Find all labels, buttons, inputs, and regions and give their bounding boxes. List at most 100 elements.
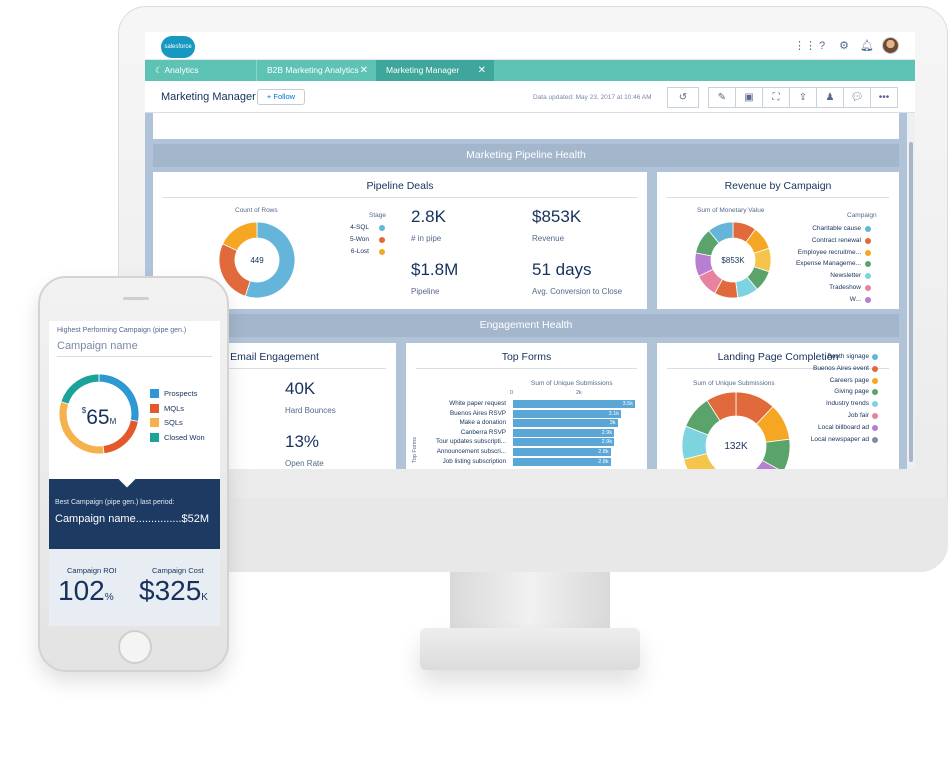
comment-button[interactable]: 💬︎ xyxy=(843,87,871,108)
legend-item[interactable]: Local newspaper ad xyxy=(810,435,869,443)
mobile-dashboard: Highest Performing Campaign (pipe gen.) … xyxy=(49,321,220,626)
legend-item[interactable]: Local billboard ad xyxy=(818,423,869,431)
mobile-header: Highest Performing Campaign (pipe gen.) xyxy=(57,327,187,334)
notify-button[interactable]: ♟ xyxy=(816,87,844,108)
undo-icon: ↺ xyxy=(678,92,688,103)
legend-swatch xyxy=(872,354,878,360)
pipeline-donut-slice[interactable] xyxy=(244,221,296,299)
bar[interactable] xyxy=(513,419,618,428)
bell-icon[interactable]: 🔔︎ xyxy=(860,39,874,52)
section-header-engagement: Engagement Health xyxy=(153,314,899,337)
bar[interactable] xyxy=(513,448,611,456)
home-button[interactable] xyxy=(118,630,152,664)
monitor-stand-foot xyxy=(420,628,640,670)
legend-swatch xyxy=(150,403,159,413)
close-icon[interactable]: ✕ xyxy=(477,65,486,76)
dashboard-canvas: Marketing Pipeline Health Pipeline Deals… xyxy=(145,113,907,469)
bar[interactable] xyxy=(513,409,622,418)
legend-item[interactable]: SQLs xyxy=(164,418,183,427)
legend-swatch xyxy=(872,377,878,384)
legend-item[interactable]: 5-Won xyxy=(349,236,369,243)
follow-button[interactable]: + Follow xyxy=(257,89,305,105)
save-button[interactable]: ▣ xyxy=(735,87,763,108)
mobile-donut-chart[interactable] xyxy=(57,372,141,456)
data-updated-timestamp: Data updated: May 23, 2017 at 10:46 AM xyxy=(533,94,652,101)
bar[interactable] xyxy=(513,438,615,447)
legend-item[interactable]: Charitable cause xyxy=(812,225,861,232)
kpi-conversion-label: Avg. Conversion to Close xyxy=(532,287,623,296)
help-icon[interactable]: ? xyxy=(818,39,826,52)
legend-item[interactable]: 6-Lost xyxy=(350,248,369,255)
kpi-in-pipe-label: # in pipe xyxy=(411,234,442,243)
donut-title: Sum of Monetary Value xyxy=(697,207,765,214)
section-header-pipeline: Marketing Pipeline Health xyxy=(153,144,899,167)
tab-marketing-manager[interactable]: Marketing Manager ✕ xyxy=(376,60,494,81)
mobile-donut-center: $65M xyxy=(74,406,124,430)
legend-swatch xyxy=(379,249,385,255)
more-actions-button[interactable]: ••• xyxy=(870,87,898,108)
share-button[interactable]: ⇪ xyxy=(789,87,817,108)
user-avatar[interactable] xyxy=(882,37,899,54)
pipeline-deals-widget[interactable]: Pipeline Deals Count of Rows 449 Stage 4… xyxy=(153,172,647,309)
legend-item[interactable]: Expense Manageme... xyxy=(795,260,861,268)
salesforce-logo[interactable]: salesforce xyxy=(161,36,195,58)
legend-item[interactable]: MQLs xyxy=(164,403,185,413)
tab-label: B2B Marketing Analytics xyxy=(267,65,359,75)
landing-page-donut-chart[interactable]: 132K xyxy=(681,391,791,469)
landing-donut-slice[interactable] xyxy=(749,459,784,469)
landing-donut-slice[interactable] xyxy=(706,391,737,422)
donut-center-value: 132K xyxy=(724,441,748,452)
tab-label: Analytics xyxy=(164,65,199,75)
tab-b2b-marketing-analytics[interactable]: B2B Marketing Analytics ✕ xyxy=(256,60,376,81)
legend-item[interactable]: Buenos Aires event xyxy=(812,364,869,372)
save-icon: ▣ xyxy=(744,92,754,103)
donut-title: Sum of Unique Submissions xyxy=(693,380,775,387)
undo-button[interactable]: ↺ xyxy=(667,87,699,108)
analytics-icon: ☾ xyxy=(155,65,165,75)
legend-swatch xyxy=(872,436,878,443)
kpi-pipeline-value: $1.8M xyxy=(411,260,459,279)
revenue-donut-chart[interactable]: $853K xyxy=(693,220,773,300)
pipeline-donut-chart[interactable]: 449 xyxy=(217,220,297,300)
legend-item[interactable]: Industry trends xyxy=(826,400,869,408)
bar[interactable] xyxy=(513,428,615,437)
gear-icon[interactable]: ⚙ xyxy=(839,39,849,52)
legend-swatch xyxy=(872,365,878,372)
kpi-pipeline-label: Pipeline xyxy=(411,287,440,296)
bar[interactable] xyxy=(513,400,635,408)
tab-analytics[interactable]: ☾ Analytics xyxy=(145,60,255,81)
landing-page-completion-widget[interactable]: Landing Page Completion Sum of Unique Su… xyxy=(657,343,899,469)
axis-tick: 0 xyxy=(510,390,514,396)
close-icon[interactable]: ✕ xyxy=(359,65,368,76)
legend-item[interactable]: Tradeshow xyxy=(829,284,861,291)
best-campaign-label: Best Campaign (pipe gen.) last period: xyxy=(55,499,175,506)
legend-title: Campaign xyxy=(847,212,877,219)
legend-item[interactable]: Employee recruitme... xyxy=(797,248,861,256)
divider xyxy=(163,368,386,369)
kpi-revenue-value: $853K xyxy=(532,207,582,226)
legend-item[interactable]: Newsletter xyxy=(830,272,861,280)
app-launcher-icon[interactable]: ⋮⋮ xyxy=(794,39,816,52)
edit-button[interactable]: ✎ xyxy=(708,87,736,108)
legend-item[interactable]: Closed Won xyxy=(164,432,205,442)
bar[interactable] xyxy=(513,457,611,466)
top-forms-widget[interactable]: Top Forms Sum of Unique Submissions 0 2k… xyxy=(406,343,647,469)
legend-item[interactable]: Giving page xyxy=(834,388,869,396)
legend-item[interactable]: Contract renewal xyxy=(811,236,861,244)
scrollbar-thumb[interactable] xyxy=(909,142,913,462)
legend-swatch xyxy=(865,226,871,232)
revenue-by-campaign-widget[interactable]: Revenue by Campaign Sum of Monetary Valu… xyxy=(657,172,899,309)
bar-label: Make a donation xyxy=(459,419,506,427)
legend-item[interactable]: 4-SQL xyxy=(350,224,369,231)
pipeline-donut-slice[interactable] xyxy=(222,221,258,252)
revenue-donut-slice[interactable] xyxy=(708,221,734,244)
legend-item[interactable]: W... xyxy=(849,295,861,303)
legend-item[interactable]: Careers page xyxy=(829,376,869,384)
mobile-donut-slice[interactable] xyxy=(60,373,100,405)
bar-value-label: 2.8k xyxy=(598,458,609,465)
legend-item[interactable]: Job fair xyxy=(847,412,869,419)
legend-item[interactable]: Booth signage xyxy=(827,353,869,360)
present-button[interactable]: ⛶ xyxy=(762,87,790,108)
legend-swatch xyxy=(865,285,871,291)
legend-item[interactable]: Prospects xyxy=(164,389,198,398)
